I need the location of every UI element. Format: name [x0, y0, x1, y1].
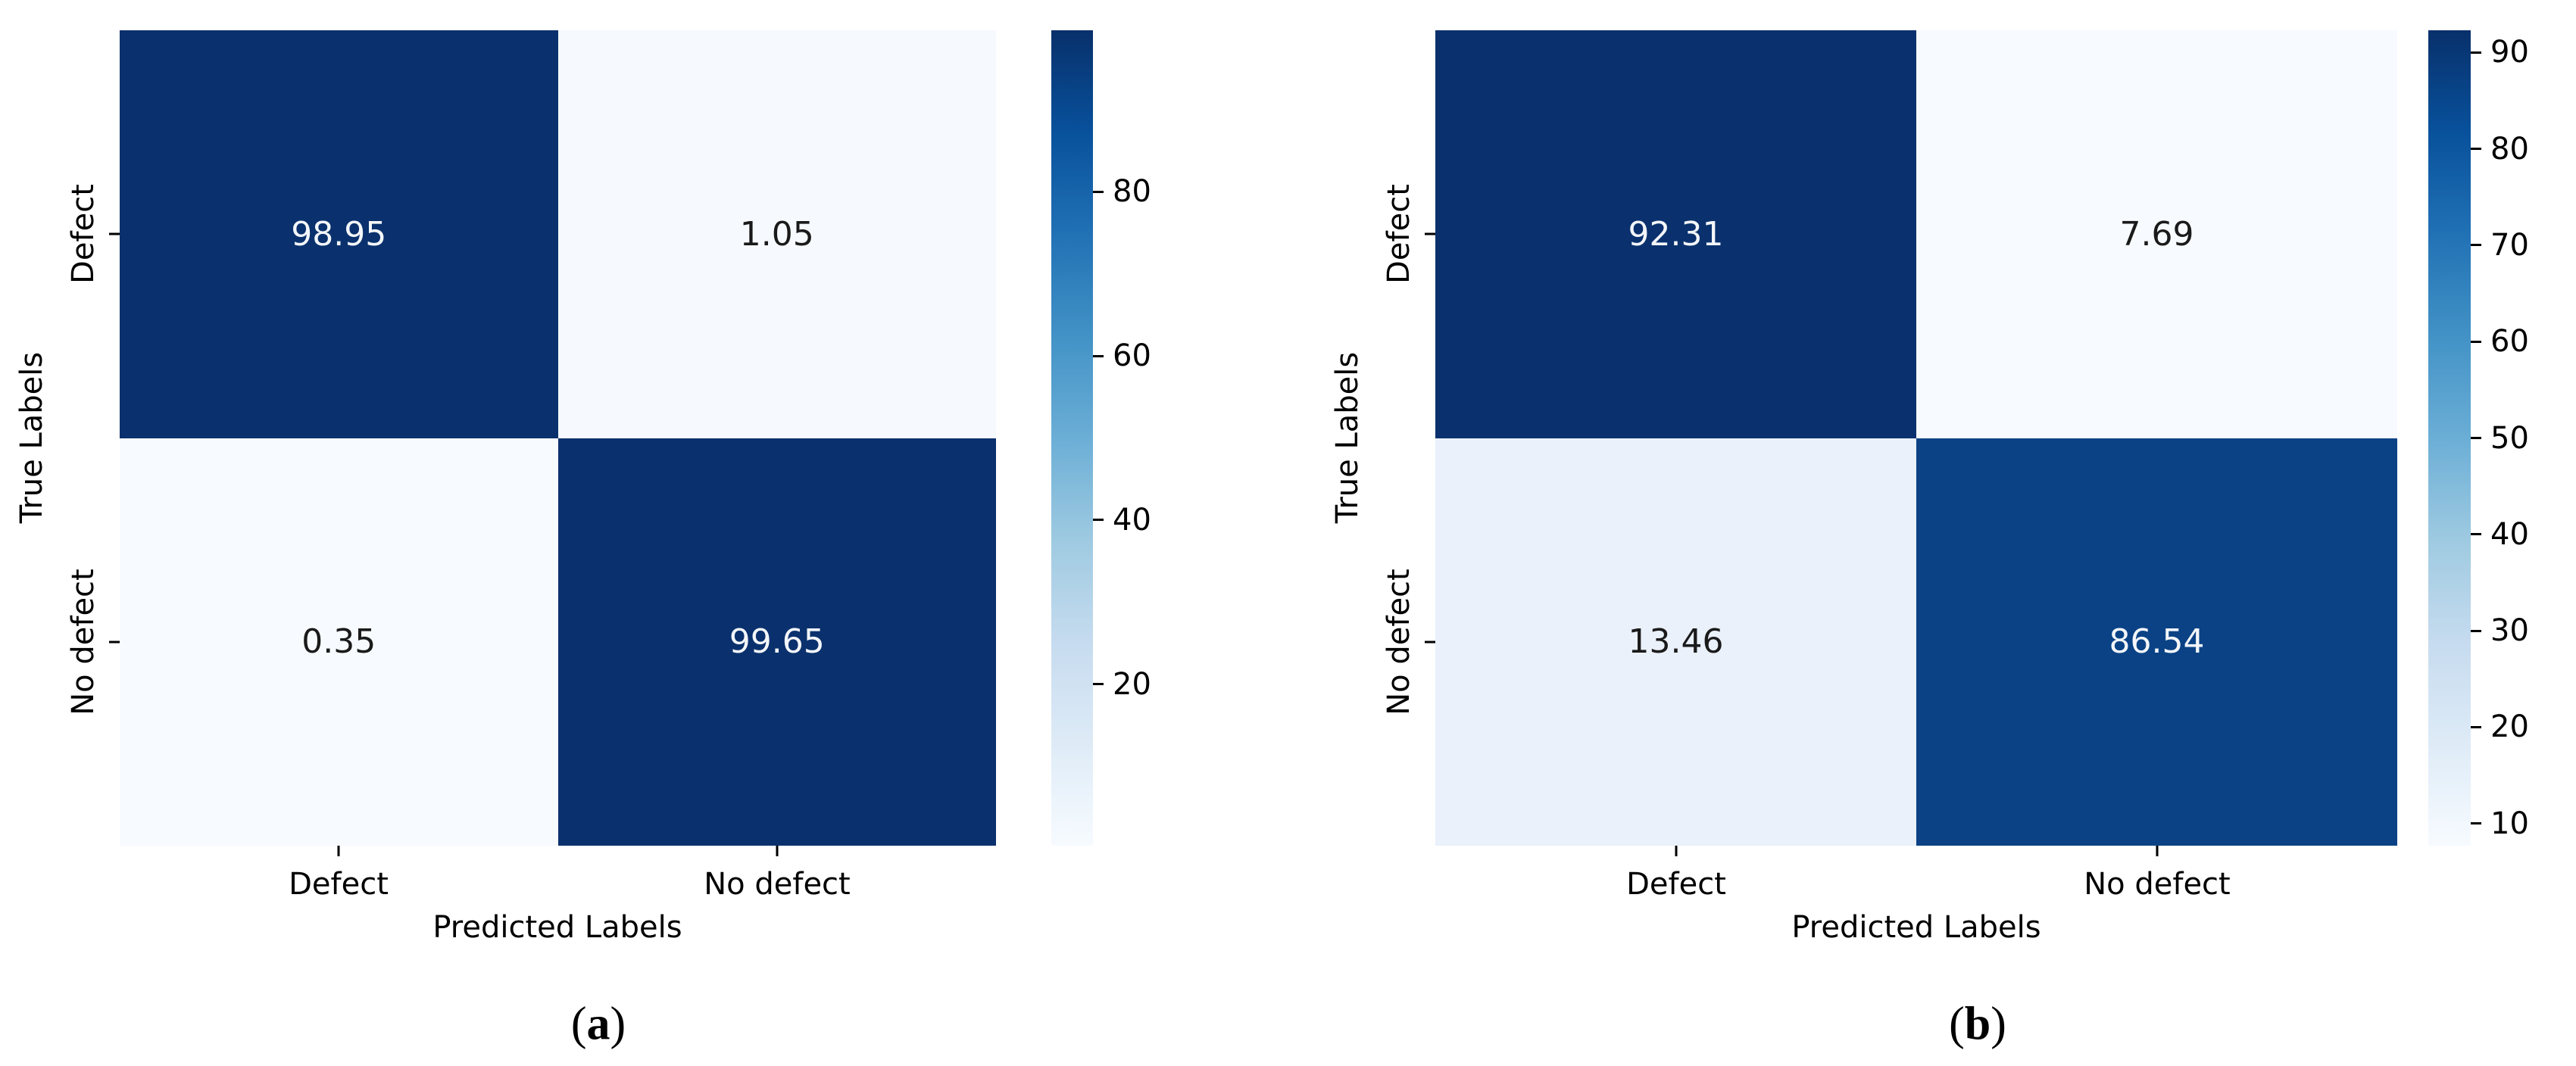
colorbar-tick-mark — [2471, 244, 2481, 247]
colorbar-tick: 40 — [1093, 505, 1151, 535]
y-tick-mark — [109, 232, 120, 235]
y-tick-label-no-defect: No defect — [66, 569, 101, 715]
cell-true-no-defect-pred-no-defect: 99.65 — [557, 438, 996, 846]
cell-true-no-defect-pred-defect: 13.46 — [1435, 438, 1916, 846]
x-tick-mark — [1675, 846, 1678, 856]
colorbar-tick-label: 70 — [2490, 227, 2529, 263]
x-tick-label-no-defect: No defect — [2084, 867, 2231, 902]
confusion-matrix-panel-b: True Labels Defect No defect 92.31 7.69 … — [1316, 0, 2576, 1066]
colorbar-tick: 80 — [1093, 176, 1151, 207]
colorbar-tick-label: 40 — [2490, 516, 2529, 552]
cell-true-no-defect-pred-no-defect: 86.54 — [1916, 438, 2397, 846]
caption-paren: ( — [1949, 998, 1965, 1050]
colorbar-tick-label: 90 — [2490, 35, 2529, 70]
y-tick-label-defect: Defect — [1382, 184, 1416, 284]
y-tick-label-no-defect: No defect — [1382, 569, 1416, 715]
colorbar-tick: 50 — [2471, 423, 2529, 454]
colorbar-tick-label: 20 — [2490, 709, 2529, 745]
y-axis-title: True Labels — [1330, 351, 1365, 524]
caption-paren: ( — [570, 998, 587, 1050]
subfigure-caption-a: (a) — [571, 998, 626, 1052]
colorbar-tick-mark — [2471, 340, 2481, 343]
cell-true-defect-pred-defect: 98.95 — [120, 30, 558, 438]
cell-true-no-defect-pred-defect: 0.35 — [120, 438, 558, 846]
colorbar-tick-label: 10 — [2490, 806, 2529, 841]
y-tick-mark — [1425, 232, 1435, 235]
colorbar-tick-mark — [1093, 190, 1104, 193]
colorbar-tick-mark — [2471, 822, 2481, 825]
x-tick-label-no-defect: No defect — [704, 867, 851, 902]
colorbar-tick: 70 — [2471, 230, 2529, 260]
colorbar-tick-label: 60 — [2490, 324, 2529, 360]
colorbar-tick: 20 — [2471, 712, 2529, 742]
confusion-matrix-panel-a: True Labels Defect No defect 98.95 1.05 … — [0, 0, 1189, 1066]
x-tick-mark — [776, 846, 779, 856]
colorbar-tick-label: 40 — [1113, 502, 1151, 538]
colorbar-tick-label: 30 — [2490, 613, 2529, 649]
colorbar-tick: 40 — [2471, 519, 2529, 550]
cell-true-defect-pred-defect: 92.31 — [1435, 30, 1916, 438]
x-tick-mark — [337, 846, 340, 856]
colorbar-tick-mark — [1093, 683, 1104, 686]
colorbar-tick-mark — [2471, 725, 2481, 728]
colorbar-tick-label: 80 — [1113, 174, 1151, 210]
colorbar-tick: 30 — [2471, 616, 2529, 646]
cell-true-defect-pred-no-defect: 1.05 — [557, 30, 996, 438]
colorbar-tick: 60 — [1093, 341, 1151, 371]
y-tick-mark — [109, 641, 120, 644]
y-tick-label-defect: Defect — [66, 184, 101, 284]
caption-letter: b — [1964, 998, 1991, 1050]
colorbar-tick-label: 60 — [1113, 338, 1151, 374]
colorbar-tick-mark — [2471, 533, 2481, 536]
colorbar-tick-label: 50 — [2490, 420, 2529, 456]
subfigure-caption-b: (b) — [1949, 998, 2006, 1052]
heatmap-grid: 98.95 1.05 0.35 99.65 — [120, 30, 996, 846]
colorbar-tick-mark — [1093, 519, 1104, 522]
colorbar-tick-mark — [2471, 148, 2481, 151]
caption-letter: a — [586, 998, 610, 1050]
y-axis-title: True Labels — [14, 351, 49, 524]
x-tick-mark — [2156, 846, 2159, 856]
colorbar-tick: 60 — [2471, 326, 2529, 357]
y-tick-mark — [1425, 641, 1435, 644]
caption-paren: ) — [610, 998, 626, 1050]
colorbar-tick-mark — [2471, 437, 2481, 439]
colorbar-tick: 20 — [1093, 669, 1151, 700]
colorbar-tick: 80 — [2471, 134, 2529, 164]
colorbar-tick-label: 20 — [1113, 666, 1151, 702]
cell-true-defect-pred-no-defect: 7.69 — [1916, 30, 2397, 438]
colorbar-tick-mark — [2471, 51, 2481, 54]
x-axis-title: Predicted Labels — [432, 910, 682, 945]
colorbar-ticks: 80 60 40 20 — [1051, 30, 1151, 846]
colorbar-tick: 10 — [2471, 809, 2529, 839]
colorbar-tick: 90 — [2471, 37, 2529, 67]
colorbar-tick-mark — [2471, 629, 2481, 632]
heatmap-grid: 92.31 7.69 13.46 86.54 — [1435, 30, 2397, 846]
x-tick-label-defect: Defect — [1626, 867, 1726, 902]
colorbar-tick-mark — [1093, 354, 1104, 357]
x-tick-label-defect: Defect — [289, 867, 389, 902]
colorbar: 80 60 40 20 — [1051, 30, 1151, 846]
colorbar-tick-label: 80 — [2490, 131, 2529, 167]
x-axis-title: Predicted Labels — [1791, 910, 2041, 945]
caption-paren: ) — [1991, 998, 2006, 1050]
colorbar: 90 80 70 60 50 40 30 20 10 — [2428, 30, 2529, 846]
colorbar-ticks: 90 80 70 60 50 40 30 20 10 — [2428, 30, 2529, 846]
